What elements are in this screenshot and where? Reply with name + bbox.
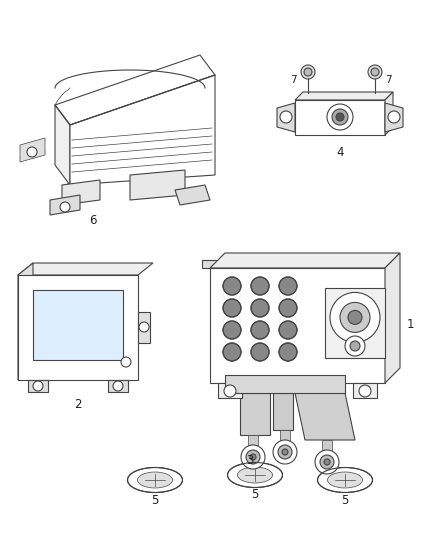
Circle shape bbox=[251, 321, 269, 339]
Circle shape bbox=[330, 293, 380, 342]
Circle shape bbox=[368, 65, 382, 79]
Polygon shape bbox=[277, 103, 295, 132]
Polygon shape bbox=[218, 383, 242, 398]
Circle shape bbox=[246, 450, 260, 464]
Polygon shape bbox=[18, 263, 33, 380]
Polygon shape bbox=[20, 138, 45, 162]
Text: 7: 7 bbox=[290, 75, 297, 85]
Ellipse shape bbox=[328, 472, 363, 488]
Circle shape bbox=[27, 147, 37, 157]
Circle shape bbox=[327, 104, 353, 130]
Circle shape bbox=[279, 321, 297, 339]
Circle shape bbox=[251, 299, 269, 317]
Circle shape bbox=[301, 65, 315, 79]
Circle shape bbox=[345, 336, 365, 356]
Circle shape bbox=[251, 343, 269, 361]
Circle shape bbox=[251, 277, 269, 295]
Circle shape bbox=[332, 109, 348, 125]
Polygon shape bbox=[62, 180, 100, 205]
Polygon shape bbox=[273, 393, 293, 430]
Polygon shape bbox=[130, 170, 185, 200]
Polygon shape bbox=[295, 393, 355, 440]
Polygon shape bbox=[175, 185, 210, 205]
Polygon shape bbox=[325, 288, 385, 358]
Circle shape bbox=[315, 450, 339, 474]
Polygon shape bbox=[55, 105, 70, 185]
Text: 5: 5 bbox=[251, 489, 259, 502]
Circle shape bbox=[60, 202, 70, 212]
Circle shape bbox=[320, 455, 334, 469]
Polygon shape bbox=[70, 75, 215, 185]
Circle shape bbox=[223, 343, 241, 361]
Polygon shape bbox=[295, 92, 393, 100]
Polygon shape bbox=[210, 268, 385, 383]
Text: 1: 1 bbox=[406, 319, 414, 332]
Polygon shape bbox=[50, 195, 80, 215]
Polygon shape bbox=[225, 375, 345, 393]
Polygon shape bbox=[385, 103, 403, 132]
Polygon shape bbox=[55, 55, 215, 125]
Circle shape bbox=[224, 385, 236, 397]
Polygon shape bbox=[18, 275, 138, 380]
Circle shape bbox=[279, 343, 297, 361]
Circle shape bbox=[280, 111, 292, 123]
Circle shape bbox=[121, 357, 131, 367]
Circle shape bbox=[282, 449, 288, 455]
Circle shape bbox=[350, 341, 360, 351]
Ellipse shape bbox=[237, 467, 272, 483]
Polygon shape bbox=[295, 100, 385, 135]
Polygon shape bbox=[385, 253, 400, 383]
Text: 5: 5 bbox=[341, 494, 349, 506]
Bar bbox=[248, 435, 258, 453]
Polygon shape bbox=[138, 312, 150, 343]
Circle shape bbox=[340, 302, 370, 333]
Text: 5: 5 bbox=[151, 494, 159, 506]
Text: 6: 6 bbox=[89, 214, 96, 227]
Polygon shape bbox=[385, 92, 393, 135]
Ellipse shape bbox=[127, 467, 183, 492]
Circle shape bbox=[359, 385, 371, 397]
Circle shape bbox=[348, 310, 362, 325]
Polygon shape bbox=[210, 253, 400, 268]
Polygon shape bbox=[353, 383, 377, 398]
Circle shape bbox=[250, 454, 256, 460]
Circle shape bbox=[113, 381, 123, 391]
Polygon shape bbox=[202, 260, 393, 268]
Ellipse shape bbox=[318, 467, 372, 492]
Circle shape bbox=[279, 299, 297, 317]
Circle shape bbox=[388, 111, 400, 123]
Circle shape bbox=[304, 68, 312, 76]
Text: 3: 3 bbox=[246, 454, 254, 466]
Text: 2: 2 bbox=[74, 399, 82, 411]
Circle shape bbox=[279, 277, 297, 295]
Polygon shape bbox=[28, 380, 48, 392]
Text: 4: 4 bbox=[336, 147, 344, 159]
Circle shape bbox=[336, 113, 344, 121]
Circle shape bbox=[278, 445, 292, 459]
Circle shape bbox=[223, 321, 241, 339]
Circle shape bbox=[273, 440, 297, 464]
Circle shape bbox=[371, 68, 379, 76]
Circle shape bbox=[241, 445, 265, 469]
Text: 7: 7 bbox=[385, 75, 391, 85]
Circle shape bbox=[223, 299, 241, 317]
Circle shape bbox=[139, 322, 149, 332]
Circle shape bbox=[33, 381, 43, 391]
Bar bbox=[322, 440, 332, 458]
Bar bbox=[280, 430, 290, 448]
Polygon shape bbox=[108, 380, 128, 392]
Circle shape bbox=[324, 459, 330, 465]
Ellipse shape bbox=[138, 472, 173, 488]
Ellipse shape bbox=[227, 463, 283, 488]
Polygon shape bbox=[240, 393, 270, 435]
Circle shape bbox=[223, 277, 241, 295]
Bar bbox=[33, 290, 123, 360]
Polygon shape bbox=[18, 263, 153, 275]
